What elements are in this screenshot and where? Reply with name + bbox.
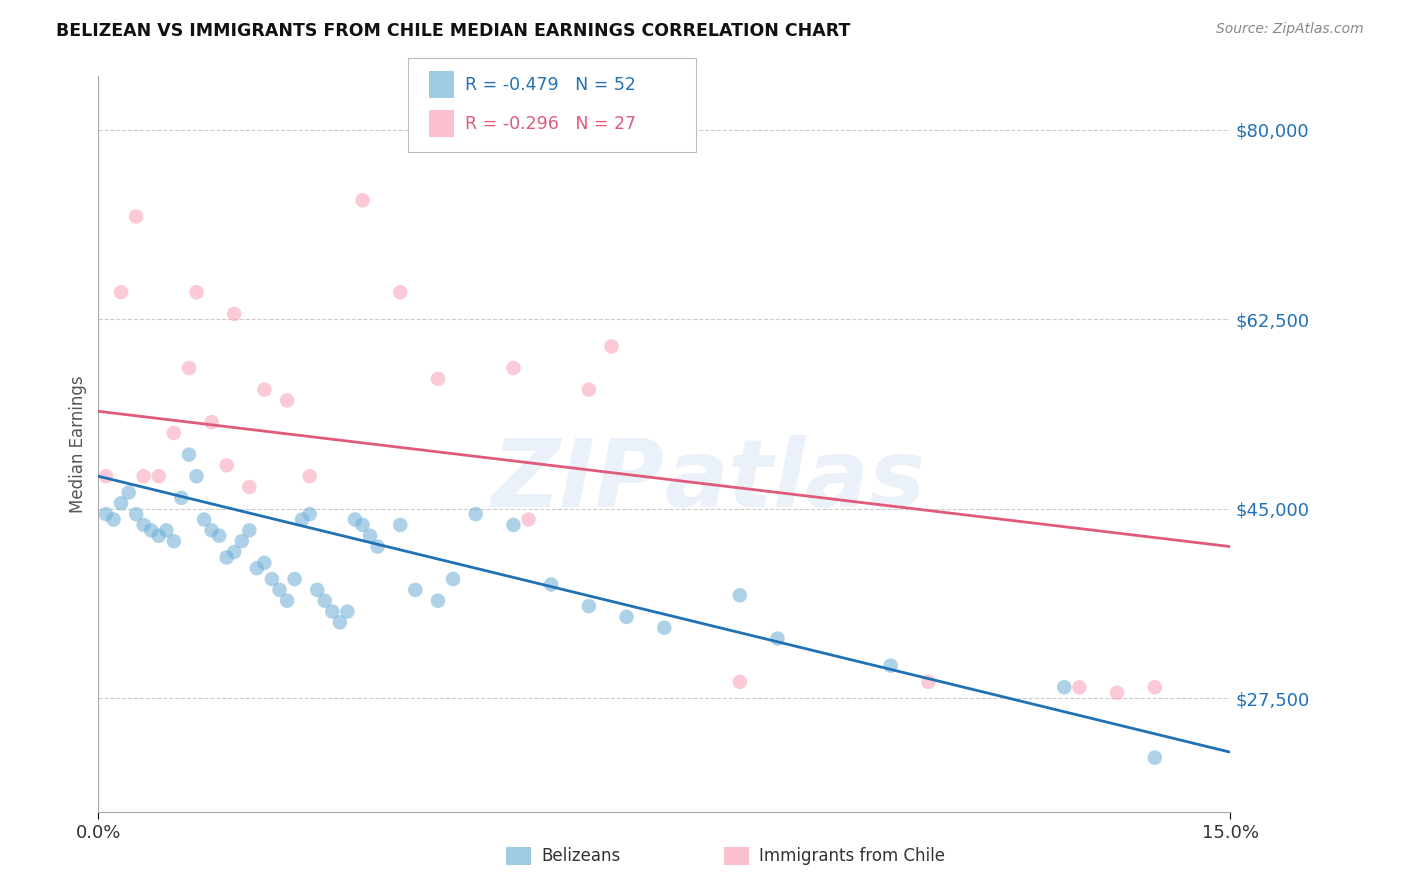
Text: Belizeans: Belizeans bbox=[541, 847, 620, 865]
Point bbox=[367, 540, 389, 554]
Point bbox=[578, 599, 600, 613]
Point bbox=[766, 632, 789, 646]
Point bbox=[1143, 750, 1166, 764]
Point bbox=[231, 534, 253, 549]
Point bbox=[314, 593, 336, 607]
Point bbox=[110, 285, 132, 300]
Point bbox=[201, 415, 224, 429]
Point bbox=[253, 556, 276, 570]
Point bbox=[298, 469, 321, 483]
Point bbox=[578, 383, 600, 397]
Point bbox=[307, 582, 329, 597]
Point bbox=[600, 339, 623, 353]
Point bbox=[616, 610, 638, 624]
Text: BELIZEAN VS IMMIGRANTS FROM CHILE MEDIAN EARNINGS CORRELATION CHART: BELIZEAN VS IMMIGRANTS FROM CHILE MEDIAN… bbox=[56, 22, 851, 40]
Point bbox=[208, 529, 231, 543]
Point bbox=[917, 674, 939, 689]
Point bbox=[193, 512, 215, 526]
Point bbox=[224, 307, 246, 321]
Point bbox=[427, 593, 450, 607]
Point bbox=[359, 529, 381, 543]
Point bbox=[1069, 680, 1091, 694]
Point bbox=[389, 285, 412, 300]
Point bbox=[1107, 686, 1129, 700]
Point bbox=[276, 393, 298, 408]
Point bbox=[125, 210, 148, 224]
Point bbox=[652, 621, 676, 635]
Text: R = -0.479   N = 52: R = -0.479 N = 52 bbox=[465, 76, 637, 94]
Point bbox=[170, 491, 193, 505]
Point bbox=[284, 572, 307, 586]
Point bbox=[246, 561, 269, 575]
Point bbox=[269, 582, 291, 597]
Point bbox=[148, 469, 170, 483]
Point bbox=[728, 588, 751, 602]
Point bbox=[141, 524, 163, 538]
Point bbox=[110, 496, 132, 510]
Point bbox=[517, 512, 540, 526]
Point bbox=[94, 469, 117, 483]
Point bbox=[177, 448, 200, 462]
Y-axis label: Median Earnings: Median Earnings bbox=[69, 375, 87, 513]
Point bbox=[215, 458, 238, 473]
Point bbox=[163, 534, 186, 549]
Point bbox=[540, 577, 562, 591]
Point bbox=[132, 469, 155, 483]
Point bbox=[238, 480, 260, 494]
Point bbox=[336, 605, 359, 619]
Point bbox=[238, 524, 260, 538]
Point bbox=[298, 507, 321, 521]
Point bbox=[502, 361, 524, 376]
Point bbox=[389, 517, 412, 532]
Point bbox=[728, 674, 751, 689]
Point bbox=[125, 507, 148, 521]
Point bbox=[276, 593, 298, 607]
Point bbox=[224, 545, 246, 559]
Point bbox=[215, 550, 238, 565]
Point bbox=[117, 485, 139, 500]
Point bbox=[502, 517, 524, 532]
Point bbox=[352, 194, 374, 208]
Point bbox=[260, 572, 283, 586]
Point bbox=[464, 507, 486, 521]
Point bbox=[94, 507, 117, 521]
Point bbox=[880, 658, 903, 673]
Point bbox=[103, 512, 125, 526]
Point bbox=[186, 469, 208, 483]
Point bbox=[253, 383, 276, 397]
Text: R = -0.296   N = 27: R = -0.296 N = 27 bbox=[465, 115, 637, 133]
Point bbox=[201, 524, 224, 538]
Point bbox=[427, 372, 450, 386]
Point bbox=[186, 285, 208, 300]
Point bbox=[321, 605, 343, 619]
Point bbox=[1053, 680, 1076, 694]
Point bbox=[132, 517, 155, 532]
Text: ZIP: ZIP bbox=[492, 434, 665, 526]
Point bbox=[1143, 680, 1166, 694]
Text: Source: ZipAtlas.com: Source: ZipAtlas.com bbox=[1216, 22, 1364, 37]
Text: Immigrants from Chile: Immigrants from Chile bbox=[759, 847, 945, 865]
Point bbox=[404, 582, 426, 597]
Point bbox=[329, 615, 352, 630]
Point bbox=[163, 425, 186, 440]
Point bbox=[343, 512, 366, 526]
Point bbox=[177, 361, 200, 376]
Point bbox=[352, 517, 374, 532]
Point bbox=[291, 512, 314, 526]
Point bbox=[441, 572, 464, 586]
Point bbox=[155, 524, 177, 538]
Point bbox=[148, 529, 170, 543]
Text: atlas: atlas bbox=[665, 434, 925, 526]
